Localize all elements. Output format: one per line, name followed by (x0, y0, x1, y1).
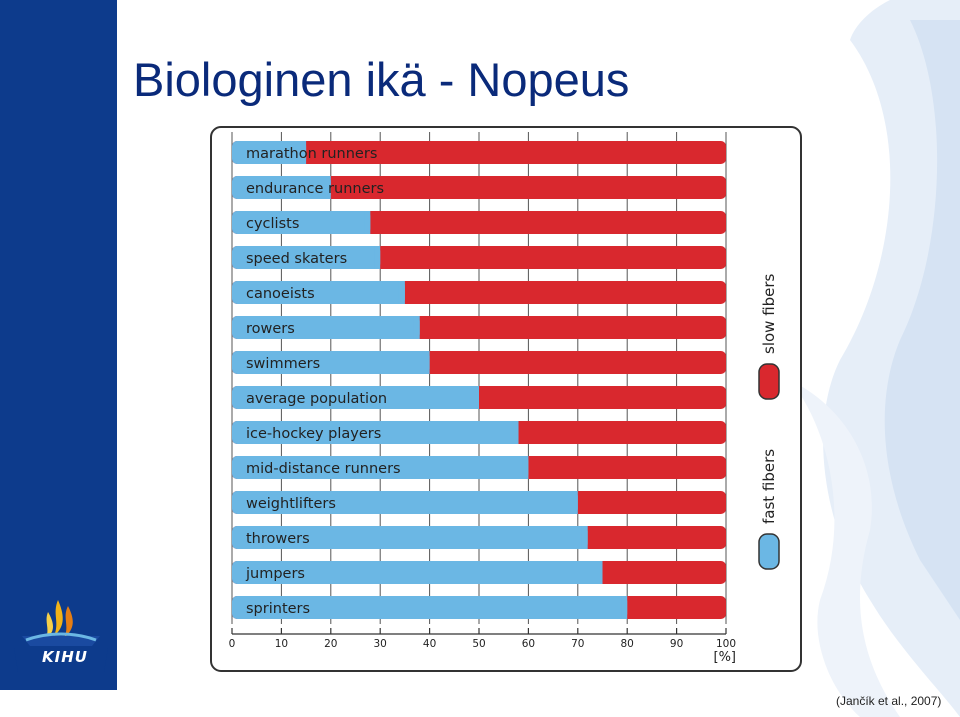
x-tick-label: 100 (716, 638, 736, 650)
category-label: weightlifters (246, 496, 336, 512)
bar-fast (232, 281, 405, 304)
bar-fast-edge (398, 281, 405, 304)
chart-svg: marathon runners endurance runners cyclist… (210, 126, 802, 672)
bar-fast (232, 526, 588, 549)
category-label: jumpers (245, 566, 305, 582)
bar-fast (232, 421, 519, 444)
category-label: cyclists (246, 216, 299, 232)
bar-fast (232, 141, 307, 164)
bar-fast-edge (571, 491, 578, 514)
x-tick-label: 0 (229, 638, 236, 650)
x-tick-label: 10 (275, 638, 288, 650)
bar-fast (232, 316, 420, 339)
bar-fast-edge (364, 211, 371, 234)
legend-label-slow: slow fibers (760, 273, 778, 354)
bar-fast-edge (522, 456, 529, 479)
x-tick-label: 20 (324, 638, 337, 650)
bar-fast-edge (324, 176, 331, 199)
bar-fast (232, 596, 628, 619)
x-tick-label: 80 (621, 638, 634, 650)
bar-fast (232, 561, 603, 584)
category-label: ice-hockey players (246, 426, 381, 442)
bar-fast (232, 386, 479, 409)
x-axis-label: [%] (714, 650, 737, 665)
category-label: speed skaters (246, 251, 347, 267)
bar-fast (232, 211, 371, 234)
bar-fast-edge (413, 316, 420, 339)
category-label: rowers (246, 321, 295, 337)
bar-fast-edge (596, 561, 603, 584)
x-tick-label: 30 (374, 638, 387, 650)
bar-fast-edge (300, 141, 307, 164)
bar-fast (232, 246, 381, 269)
category-label: endurance runners (246, 181, 384, 197)
legend-swatch-slow (758, 363, 780, 400)
category-label: throwers (246, 531, 310, 547)
x-tick-label: 40 (423, 638, 436, 650)
bar-slow (232, 141, 726, 164)
bar-fast-edge (621, 596, 628, 619)
legend-label-fast: fast fibers (760, 449, 778, 524)
bar-fast-edge (473, 386, 479, 409)
category-label: average population (246, 391, 387, 407)
bar-fast-edge (581, 526, 588, 549)
citation: (Jančík et al., 2007) (836, 694, 942, 708)
x-tick-label: 50 (472, 638, 485, 650)
category-label: swimmers (246, 356, 320, 372)
bar-fast (232, 491, 578, 514)
x-tick-label: 90 (670, 638, 683, 650)
logo-text: KIHU (42, 648, 88, 666)
category-label: sprinters (246, 601, 310, 617)
sidebar-band (0, 0, 117, 690)
decorative-swoosh (790, 0, 960, 717)
slide-title: Biologinen ikä - Nopeus (133, 53, 630, 106)
chart: marathon runners endurance runners cyclist… (210, 126, 802, 672)
bar-fast-edge (512, 421, 519, 444)
bar-fast (232, 351, 430, 374)
legend-swatch-fast (758, 533, 780, 570)
category-label: mid-distance runners (246, 461, 401, 477)
bar-fast (232, 176, 331, 199)
bar-fast-edge (374, 246, 381, 269)
category-label: marathon runners (246, 146, 377, 162)
category-label: canoeists (246, 286, 315, 302)
x-tick-label: 70 (571, 638, 584, 650)
bar-fast-edge (423, 351, 430, 374)
x-tick-label: 60 (522, 638, 535, 650)
bar-fast (232, 456, 529, 479)
bar-slow (232, 176, 726, 199)
kihu-logo (14, 600, 108, 672)
